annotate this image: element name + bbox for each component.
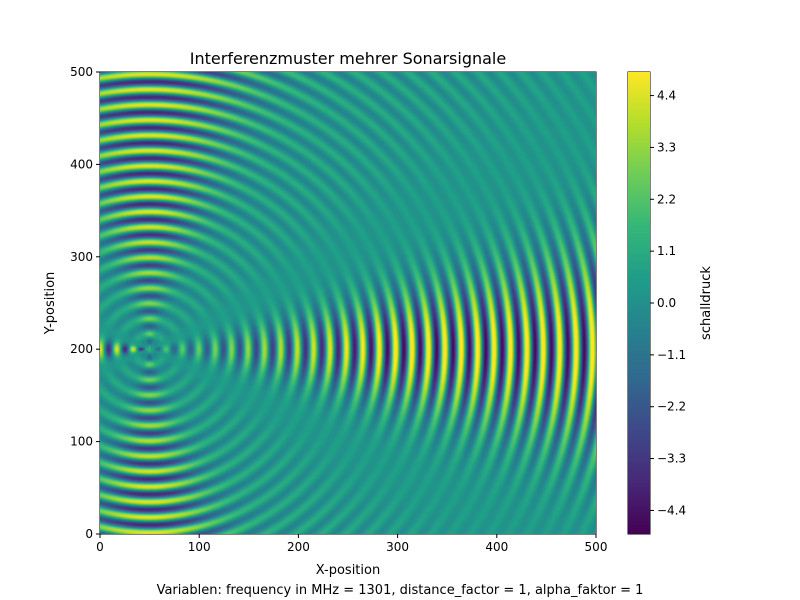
colorbar-tick-label: 1.1 (657, 244, 676, 258)
x-tick-label: 0 (96, 540, 104, 554)
y-tick-label: 0 (85, 527, 93, 541)
colorbar-tick-label: −3.3 (657, 452, 686, 466)
x-tick-label: 300 (386, 540, 409, 554)
y-tick-label: 100 (70, 435, 93, 449)
y-tick-label: 400 (70, 157, 93, 171)
chart-title: Interferenzmuster mehrer Sonarsignale (190, 49, 506, 68)
caption: Variablen: frequency in MHz = 1301, dist… (157, 583, 644, 598)
colorbar-tick-label: −2.2 (657, 400, 686, 414)
y-tick-label: 200 (70, 342, 93, 356)
colorbar-tick-label: 2.2 (657, 192, 676, 206)
y-tick-label: 300 (70, 250, 93, 264)
y-tick-label: 500 (70, 65, 93, 79)
colorbar-tick-label: 0.0 (657, 296, 676, 310)
x-tick-label: 500 (585, 540, 608, 554)
colorbar-ticks: 4.4 3.3 2.2 1.1 0.0 −1.1 −2.2 −3.3 −4.4 (650, 89, 686, 517)
x-axis-ticks: 0 100 200 300 400 500 (96, 534, 607, 554)
colorbar-tick-label: −4.4 (657, 503, 686, 517)
colorbar-tick-label: 3.3 (657, 140, 676, 154)
x-tick-label: 400 (485, 540, 508, 554)
colorbar-tick-label: 4.4 (657, 89, 676, 103)
heatmap (100, 72, 596, 534)
colorbar-label: schalldruck (699, 266, 714, 340)
x-tick-label: 100 (188, 540, 211, 554)
x-tick-label: 200 (287, 540, 310, 554)
colorbar-tick-label: −1.1 (657, 348, 686, 362)
y-axis-label: Y-position (43, 272, 58, 336)
x-axis-label: X-position (316, 563, 380, 578)
colorbar (628, 72, 650, 534)
y-axis-ticks: 0 100 200 300 400 500 (70, 65, 100, 541)
